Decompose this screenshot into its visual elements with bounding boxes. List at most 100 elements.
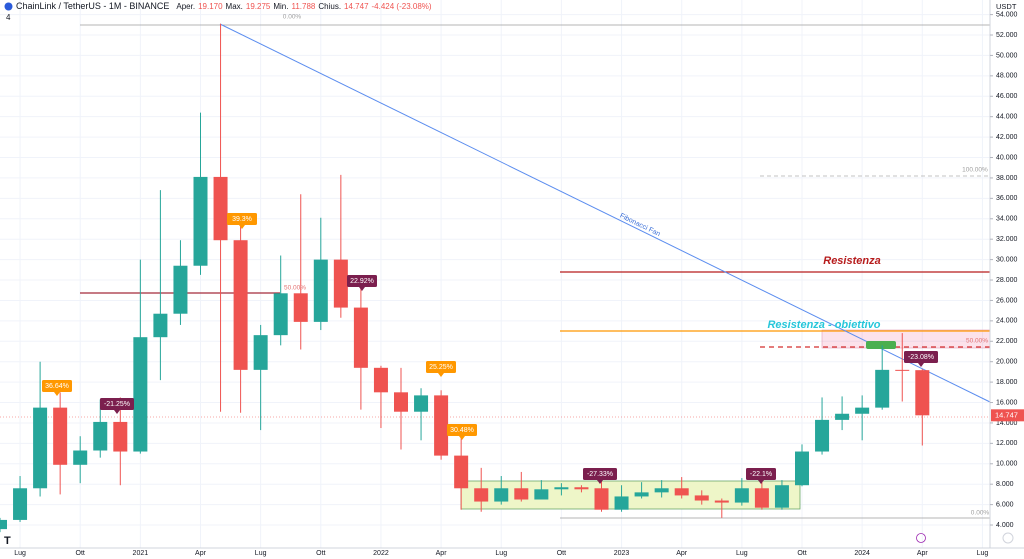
x-tick-label: Ott (797, 550, 806, 557)
candle-body (694, 495, 709, 501)
y-tick-label: 46.000 (996, 93, 1018, 100)
y-tick-label: 14.000 (996, 420, 1018, 427)
candle-body (293, 293, 308, 322)
candle-body (313, 259, 328, 322)
y-tick-label: 32.000 (996, 236, 1018, 243)
candle-body (674, 488, 689, 496)
callout-box (426, 361, 456, 373)
callout-pointer (239, 225, 245, 229)
y-tick-label: 54.000 (996, 11, 1018, 18)
open-value: 19.170 (198, 1, 223, 11)
price-axis-bg (990, 0, 1024, 559)
candle-body (815, 419, 830, 452)
callout-box (447, 424, 477, 436)
candle-body (0, 519, 7, 530)
y-tick-label: 30.000 (996, 256, 1018, 263)
candles (0, 23, 930, 533)
callout-label: -23.08% (908, 354, 934, 361)
candle-body (173, 265, 188, 314)
candle-body (373, 367, 388, 393)
candle-body (795, 451, 809, 486)
high-label: Max. (225, 1, 243, 11)
candle-body (53, 407, 68, 465)
callout-label: 39.3% (232, 216, 252, 223)
x-tick-label: Lug (736, 550, 748, 557)
callout-box (100, 398, 134, 410)
grid (0, 0, 990, 548)
callout-label: 22.92% (350, 278, 374, 285)
callout-box (227, 213, 257, 225)
last-price-tag (991, 409, 1024, 422)
y-tick-label: 38.000 (996, 175, 1018, 182)
y-tick-label: 28.000 (996, 277, 1018, 284)
symbol-logo (4, 2, 13, 10)
x-tick-label: Ott (316, 550, 325, 557)
high-value: 19.275 (245, 1, 271, 11)
candle-body (915, 370, 930, 416)
candle-body (734, 488, 749, 503)
y-tick-label: 6.000 (996, 501, 1014, 508)
last-price-label: 14.747 (995, 410, 1018, 419)
auto-scale-button[interactable] (1002, 532, 1014, 544)
y-tick-label: 34.000 (996, 216, 1018, 223)
x-tick-label: Apr (676, 550, 688, 557)
candle-body (714, 500, 729, 503)
x-tick-label: 2023 (614, 550, 630, 557)
candle-body (534, 489, 549, 500)
symbol[interactable]: ChainLink / TetherUS - 1M - BINANCE (16, 1, 170, 11)
candle-body (93, 421, 108, 451)
candle-body (333, 259, 348, 308)
y-tick-label: 4.000 (996, 522, 1014, 529)
fib-red-label: 50.00% (966, 338, 988, 345)
callout-pointer (359, 287, 365, 291)
candle-body (113, 421, 128, 452)
candle-body (855, 407, 870, 414)
fib-label: 0.00% (971, 510, 990, 517)
x-tick-label: Apr (195, 550, 207, 557)
callout-box (746, 468, 776, 480)
symbol-icon (4, 2, 13, 10)
low-label: Min. (273, 1, 289, 11)
candle-body (895, 369, 910, 371)
y-tick-label: 12.000 (996, 440, 1018, 447)
y-tick-label: 22.000 (996, 338, 1018, 345)
callout-box (42, 380, 72, 392)
y-tick-label: 24.000 (996, 318, 1018, 325)
currency-label[interactable]: USDT (996, 2, 1017, 11)
candle-body (353, 307, 368, 368)
y-tick-label: 40.000 (996, 154, 1018, 161)
change-value: -4.424 (-23.08%) (371, 1, 432, 11)
y-tick-label: 18.000 (996, 379, 1018, 386)
candle-body (514, 488, 529, 500)
resistance-label: Resistenza (823, 255, 880, 267)
candle-body (33, 407, 48, 489)
candle-body (574, 487, 589, 490)
indicator-count[interactable]: 4 (6, 13, 11, 22)
y-tick-label: 36.000 (996, 195, 1018, 202)
callout-pointer (758, 480, 764, 484)
low-value: 11.788 (291, 1, 316, 11)
target-zone (821, 329, 991, 349)
candle-body (73, 450, 88, 465)
x-tick-label: Apr (436, 550, 448, 557)
callout-pointer (54, 392, 60, 396)
y-tick-label: 50.000 (996, 52, 1018, 59)
x-tick-label: Ott (76, 550, 85, 557)
callout-pointer (114, 410, 120, 414)
candle-body (494, 488, 509, 502)
x-tick-label: Lug (977, 550, 989, 557)
callout-label: -27.33% (587, 471, 613, 478)
callout-label: 25.25% (429, 364, 453, 371)
fibonacci-fan-line (219, 23, 991, 403)
event-icon[interactable] (916, 533, 926, 543)
candle-body (153, 313, 168, 338)
candle-body (273, 293, 288, 336)
x-tick-label: 2022 (373, 550, 389, 557)
x-tick-label: 2024 (854, 550, 870, 557)
open-label: Aper. (176, 1, 196, 11)
callout-box (904, 351, 938, 363)
y-tick-label: 16.000 (996, 399, 1018, 406)
